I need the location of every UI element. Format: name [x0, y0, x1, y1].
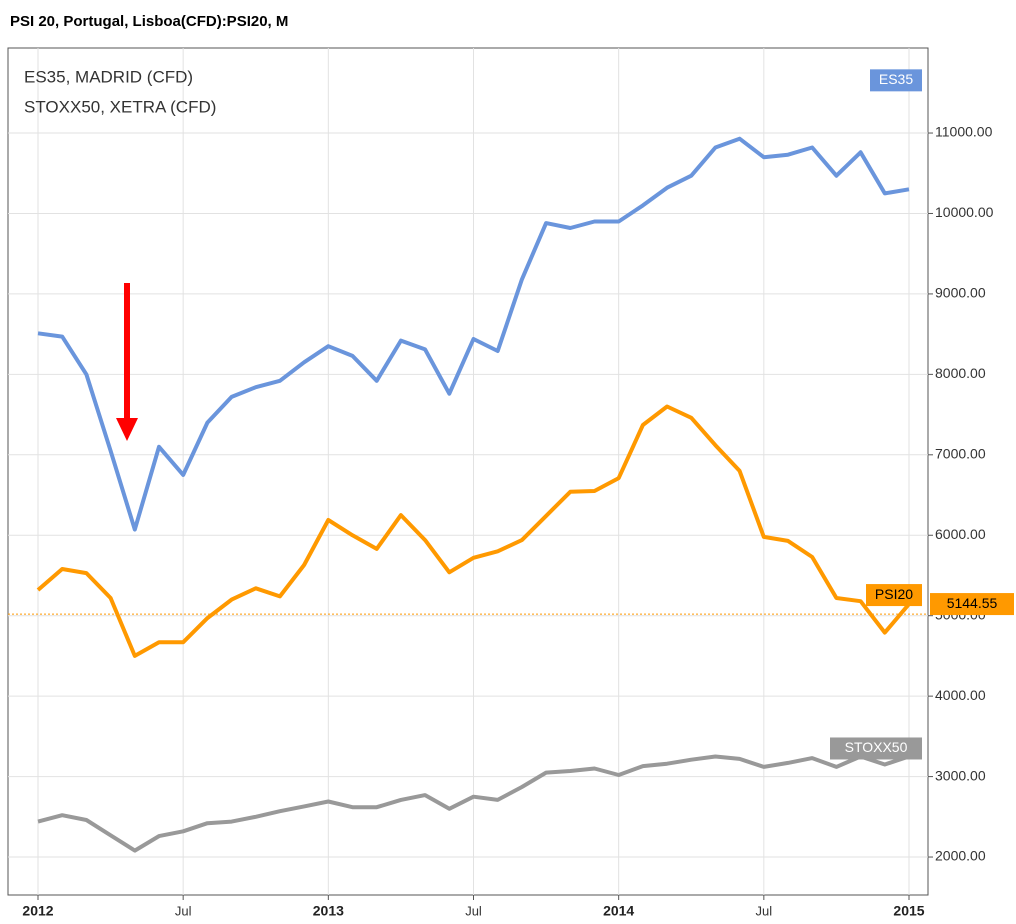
- y-tick-label: 11000.00: [935, 124, 993, 140]
- x-tick-label: Jul: [756, 903, 773, 918]
- last-value-tag: [930, 593, 1014, 616]
- series-tag-label: STOXX50: [845, 739, 908, 755]
- x-tick-label: 2012: [22, 903, 53, 919]
- lines: [36, 136, 911, 853]
- legend-entry: STOXX50, XETRA (CFD): [24, 97, 216, 116]
- series-tag: [870, 69, 922, 92]
- y-tick-label: 6000.00: [935, 526, 986, 542]
- chart-title: PSI 20, Portugal, Lisboa(CFD):PSI20, M: [10, 13, 288, 30]
- y-tick-label: 7000.00: [935, 446, 986, 462]
- legend-entry: ES35, MADRID (CFD): [24, 67, 193, 86]
- y-tick-label: 9000.00: [935, 285, 986, 301]
- x-tick-label: 2015: [893, 903, 924, 919]
- x-tick-label: 2013: [313, 903, 344, 919]
- series-tag: [830, 737, 922, 760]
- plot-frame: [7, 47, 929, 896]
- x-tick-label: Jul: [465, 903, 482, 918]
- y-tick-label: 3000.00: [935, 767, 986, 783]
- x-tick-label: 2014: [603, 903, 634, 919]
- series-tag-label: PSI20: [875, 586, 913, 602]
- series-tag-label: ES35: [879, 71, 913, 87]
- series-line: [37, 754, 910, 853]
- y-tick-label: 2000.00: [935, 848, 986, 864]
- grid: [8, 48, 933, 900]
- series-line: [36, 404, 911, 658]
- x-tick-label: Jul: [175, 903, 192, 918]
- labels: 2000.003000.004000.005000.006000.007000.…: [22, 69, 1014, 919]
- series-line: [37, 136, 910, 532]
- series-tag: [866, 584, 922, 607]
- arrow: [116, 283, 138, 441]
- arrow-head: [116, 418, 138, 441]
- y-tick-label: 8000.00: [935, 365, 986, 381]
- y-tick-label: 10000.00: [935, 204, 994, 220]
- last-value-label: 5144.55: [947, 595, 998, 611]
- y-tick-label: 4000.00: [935, 687, 986, 703]
